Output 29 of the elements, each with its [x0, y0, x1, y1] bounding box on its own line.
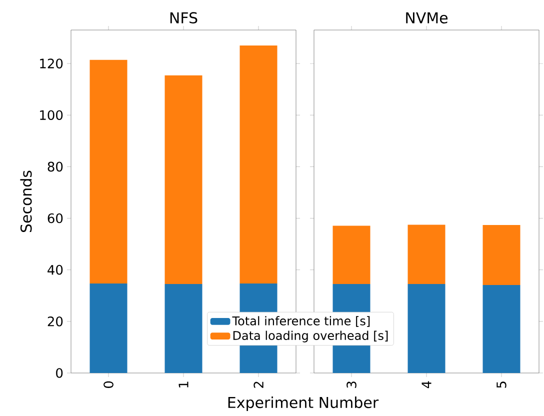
bar	[482, 285, 520, 373]
bar	[240, 45, 278, 284]
chart-title: NFS	[170, 12, 198, 24]
y-axis-title: Seconds	[20, 170, 32, 232]
bar	[408, 284, 446, 373]
legend-label: Data loading overhead [s]	[233, 330, 388, 342]
x-tick-label: 4	[422, 381, 432, 388]
x-tick-label: 1	[178, 382, 188, 388]
bar	[90, 284, 128, 373]
y-tick-label: 0	[56, 368, 63, 378]
bar	[164, 75, 202, 284]
bar	[482, 224, 520, 286]
bar	[164, 284, 202, 373]
y-tick-label: 120	[40, 58, 63, 68]
y-tick-label: 20	[48, 316, 63, 326]
y-tick-label: 60	[48, 213, 63, 224]
y-tick-label: 80	[48, 162, 63, 172]
y-tick-label: 40	[48, 264, 63, 275]
x-tick-label: 5	[496, 382, 506, 388]
x-tick-label: 0	[104, 381, 114, 388]
legend-label: Total inference time [s]	[232, 316, 370, 327]
bar	[332, 226, 370, 284]
bar	[408, 224, 446, 284]
y-tick-label: 100	[40, 110, 63, 120]
chart-title: NVMe	[406, 12, 448, 24]
x-tick-label: 3	[346, 382, 356, 388]
bar	[90, 60, 128, 284]
x-tick-label: 2	[254, 382, 264, 388]
x-axis-title: Experiment Number	[228, 396, 379, 412]
